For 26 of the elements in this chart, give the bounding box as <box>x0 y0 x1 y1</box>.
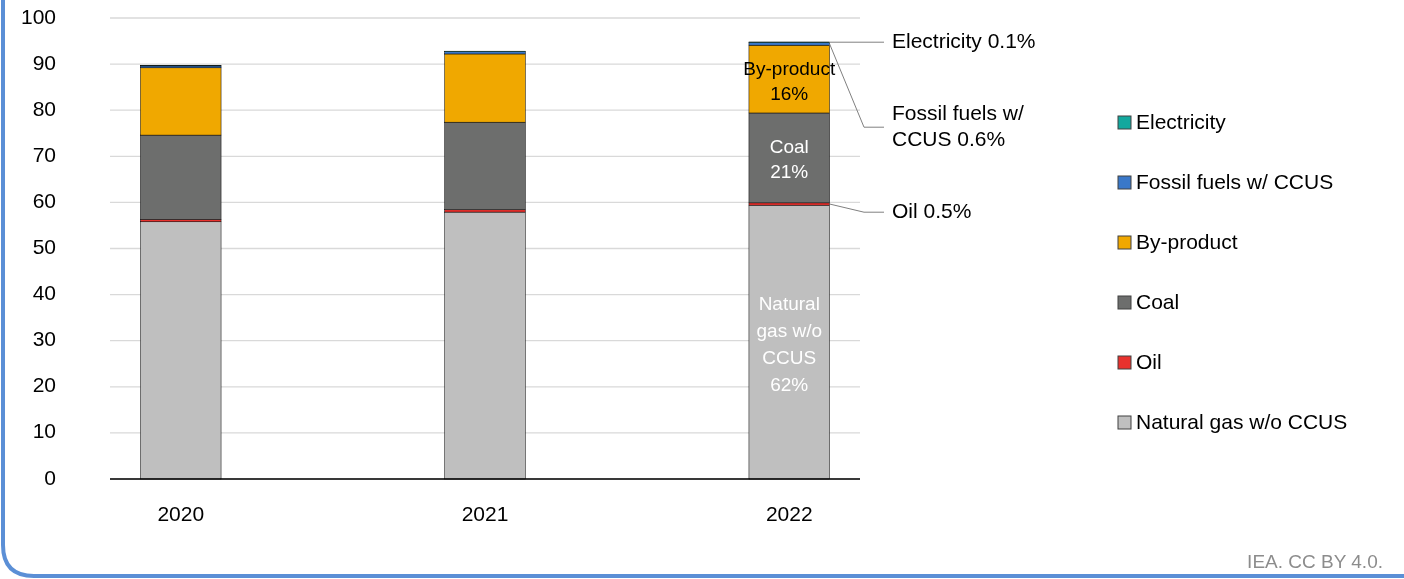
x-tick-label: 2022 <box>765 501 813 525</box>
data-label: Fossil fuels w/ CCUS 0.6% <box>892 100 1025 150</box>
y-tick-label: 10 <box>32 419 56 443</box>
legend-label: Natural gas w/o CCUS <box>1136 409 1348 433</box>
y-tick-label: 50 <box>32 235 56 259</box>
y-tick-label: 90 <box>32 50 56 74</box>
y-tick-label: 30 <box>32 327 56 351</box>
y-tick-label: 0 <box>44 465 56 489</box>
y-tick-label: 40 <box>32 281 56 305</box>
y-tick-label: 100 <box>20 4 56 28</box>
text: IEA. CC BY 4.0. <box>1247 551 1383 573</box>
data-label: Coal 21% <box>769 136 809 183</box>
legend-label: By-product <box>1136 229 1238 253</box>
legend-label: Fossil fuels w/ CCUS <box>1136 169 1334 193</box>
x-tick-label: 2021 <box>461 501 509 525</box>
data-label: Oil 0.5% <box>892 198 972 222</box>
legend-label: Coal <box>1136 289 1180 313</box>
y-tick-label: 80 <box>32 96 56 120</box>
data-label: Natural gas w/o CCUS 62% <box>756 292 822 395</box>
y-tick-label: 20 <box>32 373 56 397</box>
data-label: Electricity 0.1% <box>892 28 1036 52</box>
y-tick-label: 70 <box>32 142 56 166</box>
x-tick-label: 2020 <box>157 501 205 525</box>
y-tick-label: 60 <box>32 188 56 212</box>
legend-label: Electricity <box>1136 109 1227 133</box>
legend-label: Oil <box>1136 349 1162 373</box>
